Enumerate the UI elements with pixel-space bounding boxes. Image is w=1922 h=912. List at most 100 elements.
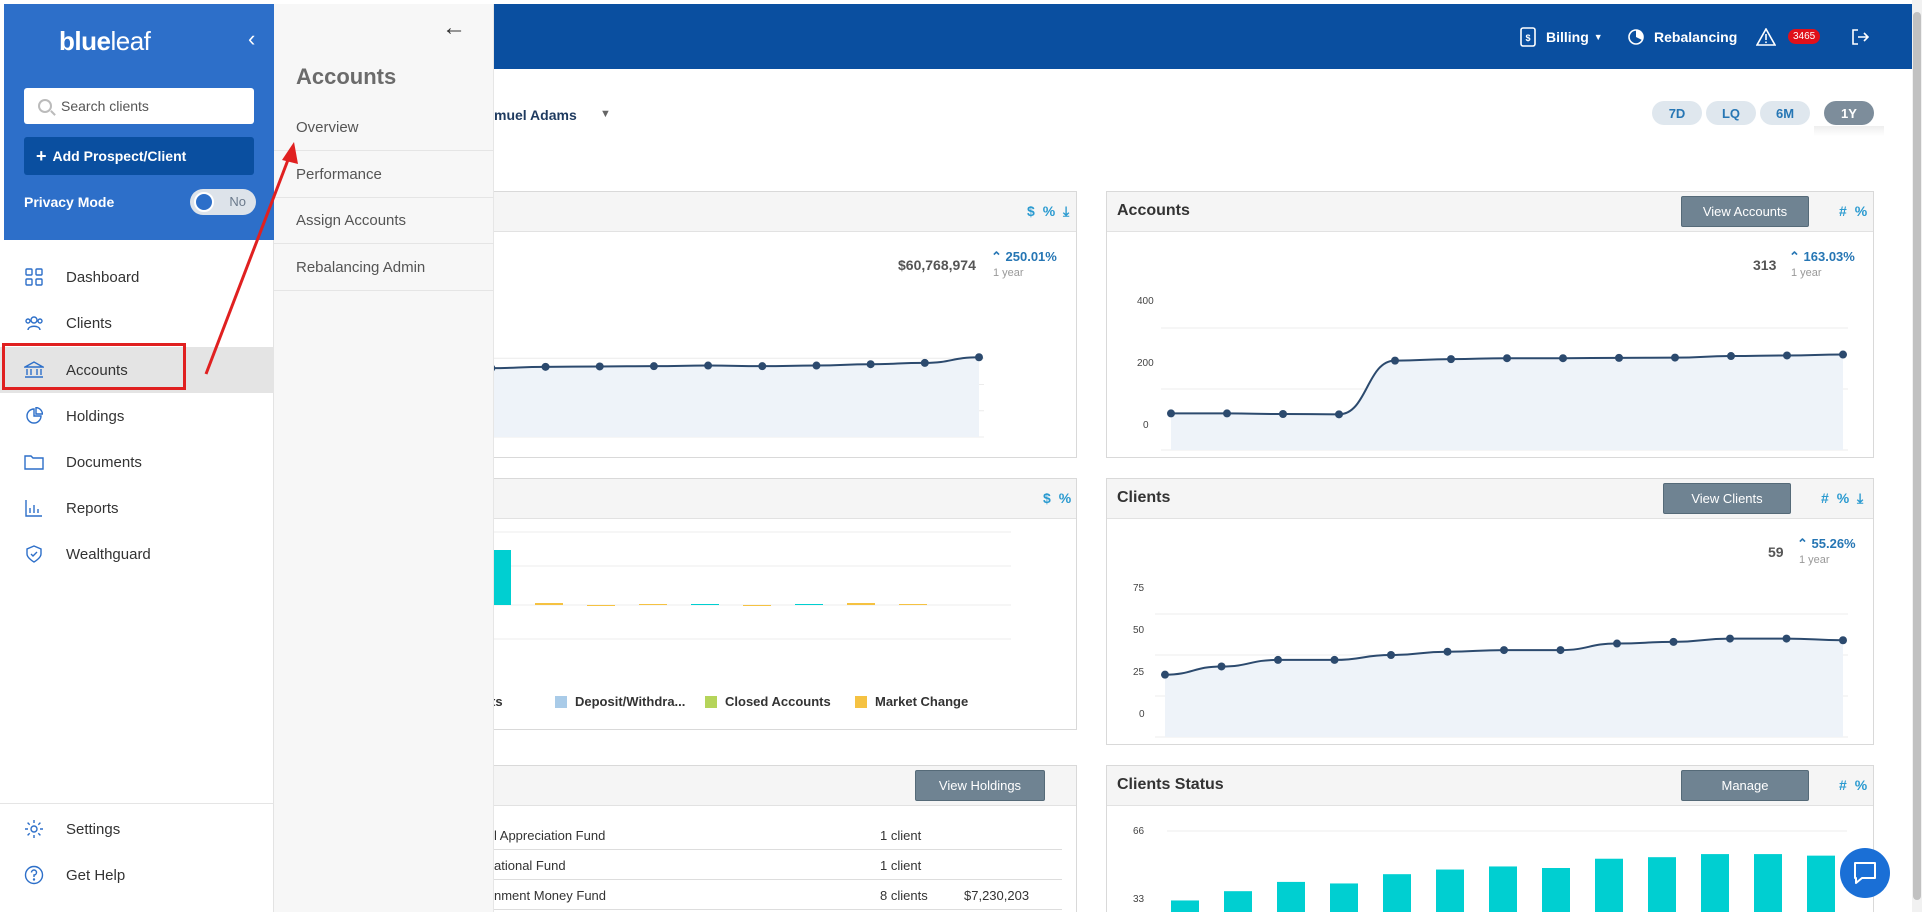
manage-button[interactable]: Manage bbox=[1681, 770, 1809, 801]
client-selector[interactable]: muel Adams bbox=[494, 107, 577, 123]
sidebar-item-clients[interactable]: Clients bbox=[0, 300, 274, 346]
clients-card: Clients View Clients # % ⤓ 59 ⌃ 55.26% 1… bbox=[1106, 478, 1874, 745]
data-point bbox=[595, 362, 604, 371]
download-icon[interactable]: ⤓ bbox=[1857, 490, 1864, 506]
unit-dollar[interactable]: $ bbox=[1027, 203, 1035, 219]
chevron-down-icon[interactable]: ▼ bbox=[600, 108, 611, 120]
add-prospect-client-button[interactable]: + Add Prospect/Client bbox=[24, 137, 254, 175]
folder-icon bbox=[24, 452, 44, 472]
bar bbox=[587, 605, 615, 606]
bar bbox=[1489, 866, 1517, 912]
view-holdings-button[interactable]: View Holdings bbox=[915, 770, 1045, 801]
data-point bbox=[1839, 636, 1847, 645]
search-icon bbox=[38, 99, 52, 113]
data-point bbox=[758, 362, 767, 371]
data-point bbox=[1443, 647, 1452, 656]
chevron-left-icon[interactable]: ‹ bbox=[248, 26, 256, 51]
billing-menu[interactable]: $ Billing ▼ bbox=[1518, 4, 1603, 69]
data-point bbox=[812, 361, 821, 370]
y-tick: 0 bbox=[1139, 709, 1145, 720]
unit-hash[interactable]: # bbox=[1839, 777, 1847, 793]
subpanel-item-assign-accounts[interactable]: Assign Accounts bbox=[274, 198, 494, 244]
bar bbox=[1648, 857, 1676, 912]
view-accounts-button[interactable]: View Accounts bbox=[1681, 196, 1809, 227]
sidebar-item-holdings[interactable]: Holdings bbox=[0, 393, 274, 439]
data-point bbox=[1503, 354, 1511, 363]
unit-percent[interactable]: % bbox=[1042, 203, 1056, 219]
table-row[interactable]: ational Fund 1 client bbox=[494, 850, 1062, 880]
unit-links: $ % bbox=[1039, 490, 1071, 506]
period-6m[interactable]: 6M bbox=[1760, 101, 1810, 125]
accounts-card: Accounts View Accounts # % 313 ⌃ 163.03%… bbox=[1106, 191, 1874, 458]
users-icon bbox=[24, 313, 44, 333]
clients-change: ⌃ 55.26% bbox=[1797, 536, 1856, 551]
bar bbox=[639, 604, 667, 605]
period-shadow bbox=[1814, 126, 1884, 136]
divider bbox=[0, 803, 274, 804]
logout-button[interactable] bbox=[1850, 4, 1878, 69]
table-row[interactable]: nment Money Fund 8 clients $7,230,203 bbox=[494, 880, 1062, 910]
aum-change: ⌃ 250.01% bbox=[991, 249, 1057, 264]
card-title: Clients bbox=[1117, 489, 1171, 506]
unit-percent[interactable]: % bbox=[1854, 777, 1868, 793]
aum-card: $ % ⤓ $60,768,974 ⌃ 250.01% 1 year bbox=[430, 191, 1077, 458]
accounts-change-period: 1 year bbox=[1791, 267, 1822, 279]
bar-chart-icon bbox=[24, 498, 44, 518]
sidebar-item-documents[interactable]: Documents bbox=[0, 439, 274, 485]
sidebar-item-get-help[interactable]: Get Help bbox=[0, 852, 274, 898]
download-icon[interactable]: ⤓ bbox=[1063, 203, 1070, 219]
unit-dollar[interactable]: $ bbox=[1043, 490, 1051, 506]
back-arrow-icon[interactable]: ← bbox=[442, 14, 466, 41]
unit-hash[interactable]: # bbox=[1839, 203, 1847, 219]
y-tick: 200 bbox=[1137, 358, 1154, 369]
rebalancing-label: Rebalancing bbox=[1654, 28, 1738, 45]
unit-links: # % bbox=[1835, 203, 1867, 219]
bar bbox=[1542, 868, 1570, 912]
unit-percent[interactable]: % bbox=[1836, 490, 1850, 506]
bar bbox=[1171, 900, 1199, 912]
area-fill bbox=[1171, 354, 1843, 450]
sidebar-item-settings[interactable]: Settings bbox=[0, 806, 274, 852]
unit-hash[interactable]: # bbox=[1821, 490, 1829, 506]
subpanel-item-performance[interactable]: Performance bbox=[274, 152, 494, 198]
card-title: Clients Status bbox=[1117, 776, 1224, 793]
bar bbox=[691, 604, 719, 605]
chat-button[interactable] bbox=[1840, 848, 1890, 898]
subpanel-item-rebalancing-admin[interactable]: Rebalancing Admin bbox=[274, 245, 494, 291]
table-row[interactable]: l Appreciation Fund 1 client bbox=[494, 820, 1062, 850]
sidebar-item-dashboard[interactable]: Dashboard bbox=[0, 254, 274, 300]
sidebar-item-reports[interactable]: Reports bbox=[0, 485, 274, 531]
rebalancing-link[interactable]: Rebalancing bbox=[1626, 4, 1737, 69]
gear-icon bbox=[24, 819, 44, 839]
unit-percent[interactable]: % bbox=[1058, 490, 1072, 506]
logo[interactable]: blueleaf bbox=[59, 26, 151, 56]
data-point bbox=[649, 362, 658, 371]
clients-status-card: Clients Status Manage # % 66 33 bbox=[1106, 765, 1874, 912]
unit-percent[interactable]: % bbox=[1854, 203, 1868, 219]
plus-icon: + bbox=[36, 145, 47, 166]
chevron-down-icon: ▼ bbox=[1593, 31, 1603, 42]
data-point bbox=[1387, 651, 1395, 659]
subpanel-item-overview[interactable]: Overview bbox=[274, 105, 494, 151]
search-input[interactable]: Search clients bbox=[24, 88, 254, 124]
vertical-scrollbar[interactable] bbox=[1912, 0, 1922, 912]
period-lq[interactable]: LQ bbox=[1706, 101, 1756, 125]
data-point bbox=[541, 362, 550, 371]
legend-item: Deposit/Withdra... bbox=[555, 694, 685, 709]
sidebar-item-wealthguard[interactable]: Wealthguard bbox=[0, 531, 274, 577]
data-point bbox=[1726, 634, 1734, 643]
y-tick: 66 bbox=[1133, 826, 1145, 837]
data-point bbox=[1613, 639, 1621, 648]
bar bbox=[795, 604, 823, 605]
view-clients-button[interactable]: View Clients bbox=[1663, 483, 1791, 514]
period-7d[interactable]: 7D bbox=[1652, 101, 1702, 125]
y-tick: 400 bbox=[1137, 296, 1154, 307]
bar bbox=[1330, 883, 1358, 912]
data-point bbox=[866, 360, 875, 369]
privacy-mode-toggle[interactable]: No bbox=[190, 189, 256, 215]
data-point bbox=[1161, 670, 1169, 679]
alerts-button[interactable]: 3465 bbox=[1756, 4, 1821, 69]
svg-text:$: $ bbox=[1525, 33, 1530, 43]
period-1y[interactable]: 1Y bbox=[1824, 101, 1874, 125]
clients-change-period: 1 year bbox=[1799, 554, 1830, 566]
